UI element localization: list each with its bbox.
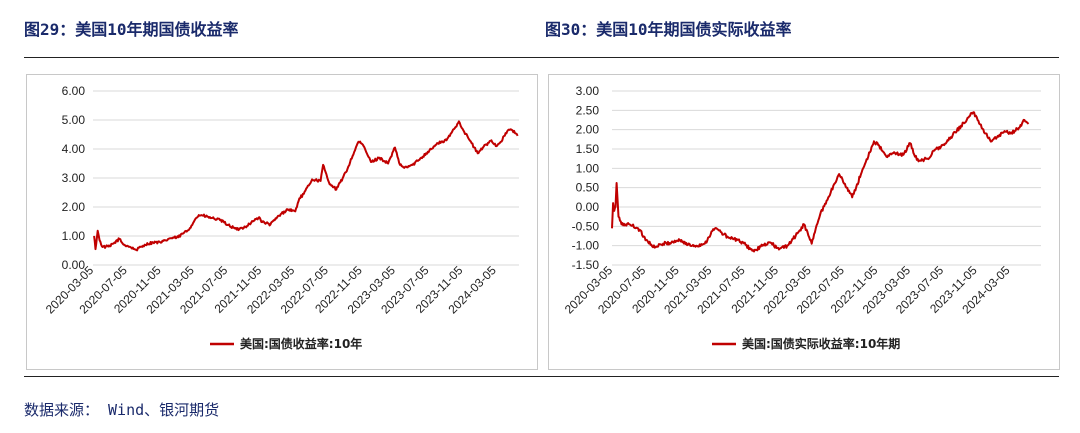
y-tick-label: 0.00 — [576, 200, 600, 214]
y-tick-label: 2.50 — [576, 103, 600, 117]
y-tick-label: -0.50 — [572, 219, 600, 233]
y-tick-label: 0.00 — [62, 258, 86, 272]
y-tick-label: 1.50 — [576, 142, 600, 156]
y-tick-label: 5.00 — [62, 113, 86, 127]
data-source-note: 数据来源： Wind、银河期货 — [24, 401, 220, 419]
y-tick-label: 2.00 — [62, 200, 86, 214]
y-tick-label: 3.00 — [62, 171, 86, 185]
left-figure-title: 图29：美国10年期国债收益率 — [24, 20, 239, 39]
y-tick-label: 6.00 — [62, 84, 86, 98]
y-tick-label: 2.00 — [576, 123, 600, 137]
bottom-divider — [24, 376, 1059, 377]
y-tick-label: 1.00 — [62, 229, 86, 243]
top-divider — [24, 57, 1059, 58]
legend-label: 美国:国债收益率:10年 — [240, 336, 362, 351]
right-figure-title: 图30：美国10年期国债实际收益率 — [545, 20, 792, 39]
y-tick-label: 3.00 — [576, 84, 600, 98]
real-yield-chart: -1.50 -1.00 -0.50 0.00 0.50 1.00 1.50 2.00 2.50 3… — [562, 84, 1041, 351]
y-tick-label: 0.50 — [576, 181, 600, 195]
y-tick-label: 4.00 — [62, 142, 86, 156]
series-line — [93, 120, 519, 252]
legend-label: 美国:国债实际收益率:10年期 — [742, 336, 900, 351]
nominal-yield-chart: 0.001.002.003.004.005.006.002020-03-0520… — [43, 84, 519, 351]
y-tick-label: 1.00 — [576, 161, 600, 175]
real-yield-chart-panel: -1.50 -1.00 -0.50 0.00 0.50 1.00 1.50 2.00 2.50 3… — [548, 74, 1060, 370]
nominal-yield-chart-panel: 0.00 1.00 2.00 3.00 4.00 5.00 6.00 2020-03-05 20… — [26, 74, 538, 370]
y-tick-label: -1.50 — [572, 258, 600, 272]
y-tick-label: -1.00 — [572, 239, 600, 253]
series-line — [611, 111, 1030, 253]
